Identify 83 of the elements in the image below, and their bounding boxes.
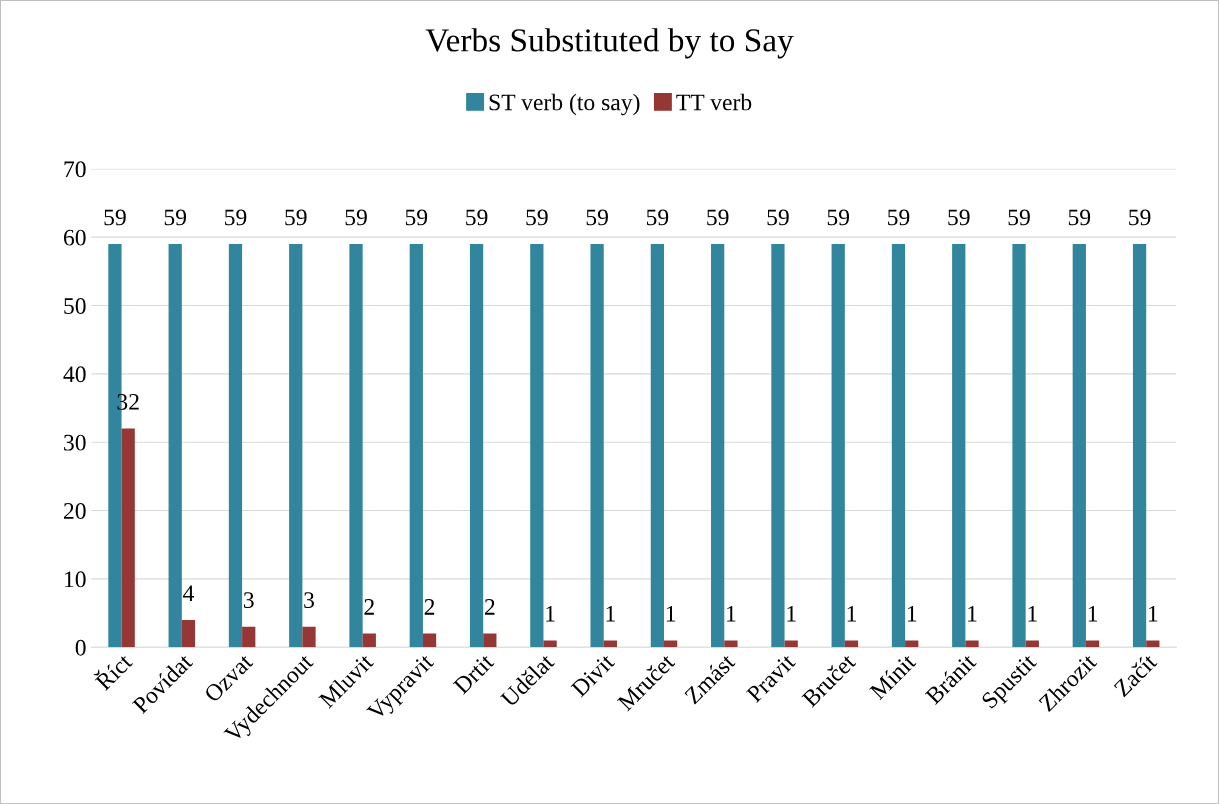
bar: [289, 244, 303, 648]
bar: [952, 244, 966, 648]
y-tick-label: 40: [63, 366, 86, 383]
data-label: 59: [225, 209, 247, 226]
data-label: 59: [646, 209, 669, 226]
bar: [1085, 640, 1100, 648]
bar: [650, 244, 665, 648]
chart-title: Verbs Substituted by to Say: [425, 28, 794, 59]
data-label: 1: [787, 605, 796, 622]
bar: [844, 640, 859, 648]
data-label: 59: [285, 209, 307, 226]
data-label: 1: [666, 605, 676, 622]
bar: [349, 244, 363, 648]
bar: [422, 633, 437, 648]
y-tick-label: 20: [63, 503, 86, 519]
y-tick-label: 60: [63, 229, 86, 246]
bar: [1132, 244, 1147, 648]
legend-label: TT verb: [676, 93, 752, 111]
bar: [905, 640, 919, 648]
bar: [168, 244, 182, 648]
data-label: 3: [243, 592, 254, 609]
bar: [409, 244, 423, 648]
data-label: 3: [304, 592, 314, 609]
bar: [664, 640, 678, 648]
y-tick-label: 10: [65, 571, 86, 588]
data-label: 59: [526, 209, 548, 226]
bar: [181, 619, 196, 648]
data-label: 59: [586, 209, 608, 226]
data-label: 1: [968, 605, 977, 622]
data-label: 1: [1028, 605, 1037, 622]
data-label: 1: [1149, 605, 1158, 622]
data-label: 4: [183, 585, 194, 601]
bar: [965, 640, 979, 648]
data-label: 1: [907, 605, 917, 622]
data-label: 59: [104, 209, 126, 226]
bar: [469, 244, 484, 648]
data-label: 59: [405, 209, 428, 226]
data-label: 59: [1129, 209, 1151, 226]
bar: [831, 244, 845, 648]
bar: [891, 244, 906, 648]
bar: [1072, 244, 1086, 648]
data-label: 59: [948, 209, 970, 226]
bar: [603, 640, 617, 648]
bar: [121, 428, 135, 648]
data-label: 59: [164, 209, 187, 226]
data-label: 1: [1088, 605, 1098, 622]
data-label: 1: [546, 605, 555, 622]
bar: [1146, 640, 1160, 648]
data-label: 59: [1068, 209, 1091, 226]
data-label: 59: [707, 209, 729, 226]
bar: [590, 244, 604, 648]
data-label: 59: [827, 209, 850, 226]
data-label: 59: [767, 209, 789, 226]
data-label: 2: [364, 599, 374, 615]
x-tick-label: Říct: [91, 649, 134, 692]
y-tick-label: 70: [64, 161, 86, 178]
bar: [483, 633, 497, 648]
bar: [784, 640, 798, 648]
data-label: 59: [1008, 209, 1030, 226]
data-label: 1: [727, 605, 736, 622]
bar: [1025, 640, 1039, 648]
bar: [228, 244, 243, 648]
y-tick-label: 0: [75, 639, 86, 656]
bar: [771, 244, 785, 648]
y-tick-label: 30: [64, 434, 86, 451]
data-label: 1: [847, 605, 856, 622]
bar: [724, 640, 738, 648]
y-tick-label: 50: [64, 298, 86, 314]
x-tick-label: Drtit: [452, 652, 495, 695]
bar: [242, 626, 256, 648]
data-label: 2: [424, 599, 435, 615]
bar: [711, 244, 725, 648]
bar: [362, 633, 376, 648]
data-label: 2: [484, 599, 495, 615]
data-label: 59: [888, 209, 910, 226]
bar: [1012, 244, 1026, 648]
bar: [302, 626, 316, 648]
data-label: 1: [606, 605, 615, 622]
bar: [530, 244, 544, 648]
legend-label: ST verb (to say): [489, 93, 640, 116]
bar: [543, 640, 557, 648]
data-label: 59: [466, 209, 488, 226]
data-label: 59: [345, 209, 367, 226]
